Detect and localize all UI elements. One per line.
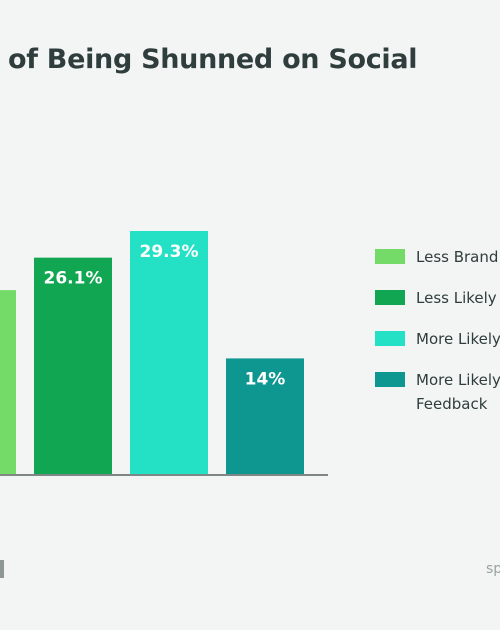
bar — [34, 257, 112, 475]
footer-source-text: sp — [486, 561, 500, 577]
bar-value-label: 26.1% — [44, 269, 103, 289]
legend-label: More Likely Feedback — [416, 368, 500, 416]
legend-swatch — [375, 372, 405, 387]
bar-value-label: 14% — [245, 369, 286, 389]
legend-swatch — [375, 331, 405, 346]
bar — [226, 358, 304, 475]
legend-label: More Likely — [416, 330, 500, 348]
legend-label-line: More Likely — [416, 371, 500, 389]
bar — [130, 231, 208, 475]
legend-swatch — [375, 290, 405, 305]
bar — [0, 290, 16, 475]
legend-swatch — [375, 249, 405, 264]
legend-label: Less Brand — [416, 248, 499, 266]
legend-label: Less Likely — [416, 289, 497, 307]
bar-value-label: 29.3% — [140, 242, 199, 262]
footer-divider — [0, 560, 4, 578]
legend-label-line: Feedback — [416, 395, 488, 413]
chart-title: of Being Shunned on Social — [8, 44, 418, 75]
